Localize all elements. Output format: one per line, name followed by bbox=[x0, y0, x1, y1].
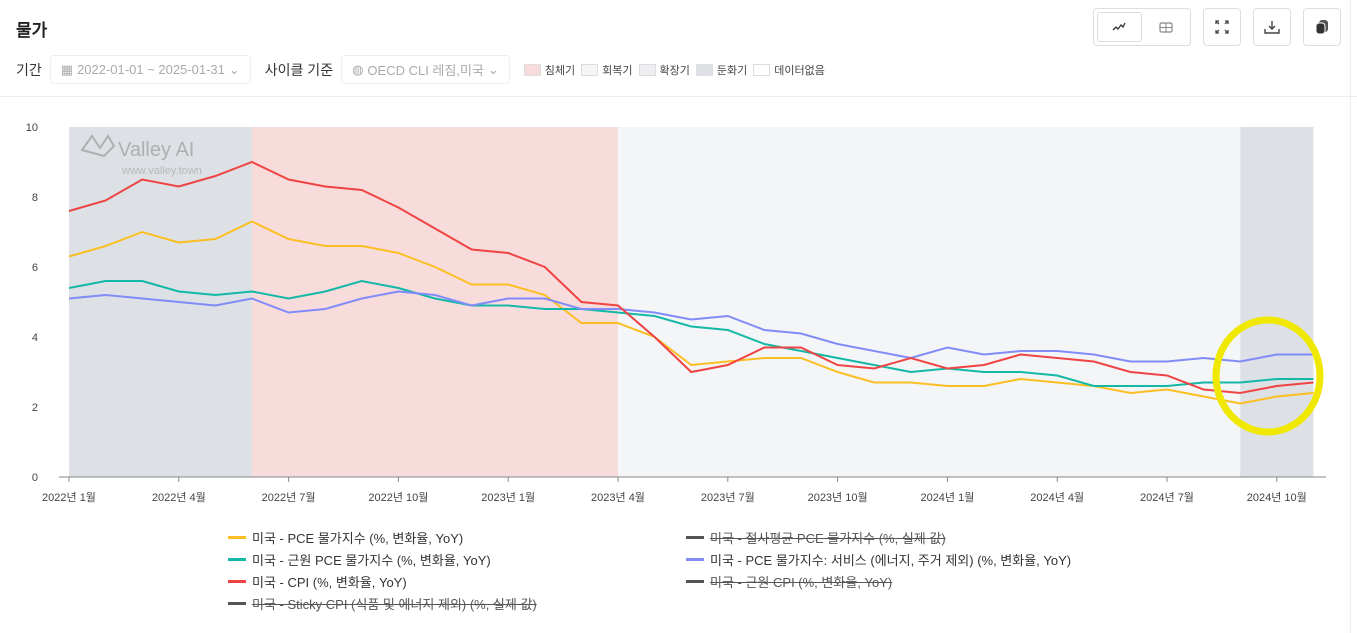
phase-legend-item: 둔화기 bbox=[695, 62, 748, 78]
x-tick-label: 2024년 1월 bbox=[920, 491, 974, 504]
period-label: 기간 bbox=[16, 61, 42, 78]
y-tick-label: 8 bbox=[32, 192, 38, 204]
legend-swatch bbox=[228, 535, 246, 539]
phase-label: 둔화기 bbox=[716, 64, 748, 77]
phase-legend-item: 침체기 bbox=[523, 62, 576, 78]
phase-swatch bbox=[523, 63, 541, 76]
cycle-value: OECD CLI 레짐,미국 bbox=[367, 63, 484, 78]
legend-swatch bbox=[228, 601, 246, 605]
filters-bar: 기간 ▦ 2022-01-01 ~ 2025-01-31 ⌄ 사이클 기준 ◍ OEC… bbox=[16, 55, 825, 84]
cycle-label: 사이클 기준 bbox=[264, 61, 334, 78]
legend-swatch bbox=[228, 557, 246, 561]
legend-item[interactable]: 미국 - CPI (%, 변화율, YoY) bbox=[228, 572, 686, 590]
scrollbar-track[interactable] bbox=[1350, 0, 1351, 633]
series-line bbox=[68, 160, 1314, 395]
table-view-button[interactable] bbox=[1145, 12, 1188, 42]
legend-label: 미국 - CPI (%, 변화율, YoY) bbox=[252, 574, 407, 590]
highlight-circle-annotation bbox=[1212, 316, 1324, 436]
legend-swatch bbox=[686, 535, 704, 539]
chevron-down-icon: ⌄ bbox=[228, 61, 240, 77]
cycle-select[interactable]: ◍ OECD CLI 레짐,미국 ⌄ bbox=[341, 55, 510, 84]
x-tick-label: 2023년 4월 bbox=[591, 491, 645, 504]
y-tick-label: 10 bbox=[26, 122, 38, 134]
y-tick-label: 6 bbox=[32, 262, 38, 274]
phase-label: 회복기 bbox=[602, 64, 633, 77]
phase-label: 확장기 bbox=[659, 64, 690, 77]
x-tick-label: 2024년 7월 bbox=[1140, 491, 1194, 504]
download-icon bbox=[1264, 20, 1280, 34]
copy-button[interactable] bbox=[1303, 8, 1341, 46]
phase-swatch bbox=[695, 63, 713, 76]
valley-ai-watermark: Valley AI www.valley.town bbox=[80, 134, 202, 177]
legend-item[interactable]: 미국 - Sticky CPI (식품 및 에너지 제외) (%, 실제 값) bbox=[228, 594, 686, 612]
series-line bbox=[68, 279, 1314, 387]
y-tick-label: 4 bbox=[32, 332, 38, 344]
legend-item[interactable]: 미국 - 근원 CPI (%, 변화율, YoY) bbox=[686, 572, 1146, 590]
y-tick-label: 2 bbox=[32, 402, 38, 414]
phase-band bbox=[69, 127, 252, 477]
phase-legend-item: 확장기 bbox=[638, 62, 690, 78]
x-tick-label: 2022년 7월 bbox=[262, 491, 316, 504]
page-title: 물가 bbox=[16, 21, 48, 40]
legend-label: 미국 - 근원 PCE 물가지수 (%, 변화율, YoY) bbox=[252, 552, 491, 568]
legend-swatch bbox=[686, 557, 704, 561]
line-chart-icon bbox=[1112, 22, 1126, 31]
series-line bbox=[68, 220, 1314, 405]
chart: Valley AI www.valley.town 0 2 4 6 8 10 2022년 1월 2… bbox=[26, 122, 1326, 504]
legend-label: 미국 - PCE 물가지수: 서비스 (에너지, 주거 제외) (%, 변화율,… bbox=[710, 552, 1072, 568]
legend-swatch bbox=[686, 579, 704, 583]
y-tick-label: 0 bbox=[32, 472, 38, 484]
x-tick-label: 2022년 10월 bbox=[368, 491, 428, 504]
svg-text:www.valley.town: www.valley.town bbox=[121, 165, 202, 177]
fullscreen-button[interactable] bbox=[1203, 8, 1241, 46]
calendar-icon: ▦ bbox=[60, 61, 74, 77]
toolbar bbox=[1093, 8, 1341, 46]
divider bbox=[0, 96, 1357, 97]
phase-band bbox=[618, 127, 1241, 477]
phase-swatch bbox=[581, 63, 599, 76]
phase-legend-item: 회복기 bbox=[581, 62, 633, 78]
series-line bbox=[68, 290, 1314, 363]
phase-swatch bbox=[753, 63, 771, 76]
x-tick-label: 2024년 10월 bbox=[1247, 491, 1307, 504]
x-tick-label: 2023년 7월 bbox=[701, 491, 755, 504]
x-tick-label: 2024년 4월 bbox=[1030, 491, 1084, 504]
phase-band bbox=[252, 127, 618, 477]
x-tick-label: 2022년 4월 bbox=[152, 491, 206, 504]
phase-swatch bbox=[638, 63, 656, 76]
legend-item[interactable]: 미국 - 절사평균 PCE 물가지수 (%, 실제 값) bbox=[686, 528, 1146, 546]
phase-legend-item: 데이터없음 bbox=[753, 62, 825, 78]
period-value: 2022-01-01 ~ 2025-01-31 bbox=[77, 62, 225, 77]
legend-label: 미국 - 절사평균 PCE 물가지수 (%, 실제 값) bbox=[710, 530, 946, 546]
phase-band bbox=[1240, 127, 1314, 477]
legend-swatch bbox=[228, 579, 246, 583]
view-toggle bbox=[1093, 8, 1191, 46]
legend-item[interactable]: 미국 - 근원 PCE 물가지수 (%, 변화율, YoY) bbox=[228, 550, 686, 568]
phase-legend: 침체기 회복기 확장기 둔화기 데이터없음 bbox=[518, 62, 825, 78]
phase-label: 침체기 bbox=[544, 64, 576, 77]
expand-icon bbox=[1215, 20, 1229, 34]
period-select[interactable]: ▦ 2022-01-01 ~ 2025-01-31 ⌄ bbox=[49, 55, 251, 84]
phase-label: 데이터없음 bbox=[774, 64, 825, 77]
legend-label: 미국 - Sticky CPI (식품 및 에너지 제외) (%, 실제 값) bbox=[252, 596, 537, 612]
legend-item[interactable]: 미국 - PCE 물가지수: 서비스 (에너지, 주거 제외) (%, 변화율,… bbox=[686, 550, 1146, 568]
series-legend: 미국 - PCE 물가지수 (%, 변화율, YoY) 미국 - 절사평균 PCE… bbox=[228, 528, 1146, 612]
x-tick-label: 2023년 1월 bbox=[481, 491, 535, 504]
legend-item[interactable]: 미국 - PCE 물가지수 (%, 변화율, YoY) bbox=[228, 528, 686, 546]
download-button[interactable] bbox=[1253, 8, 1291, 46]
legend-label: 미국 - 근원 CPI (%, 변화율, YoY) bbox=[710, 574, 893, 590]
legend-label: 미국 - PCE 물가지수 (%, 변화율, YoY) bbox=[252, 530, 464, 546]
svg-text:Valley AI: Valley AI bbox=[118, 139, 194, 161]
x-tick-label: 2022년 1월 bbox=[42, 491, 96, 504]
globe-icon: ◍ bbox=[352, 61, 364, 77]
line-chart-view-button[interactable] bbox=[1097, 12, 1142, 42]
copy-icon bbox=[1315, 20, 1328, 35]
x-tick-label: 2023년 10월 bbox=[808, 491, 868, 504]
chevron-down-icon: ⌄ bbox=[487, 61, 499, 77]
table-icon bbox=[1159, 21, 1173, 33]
